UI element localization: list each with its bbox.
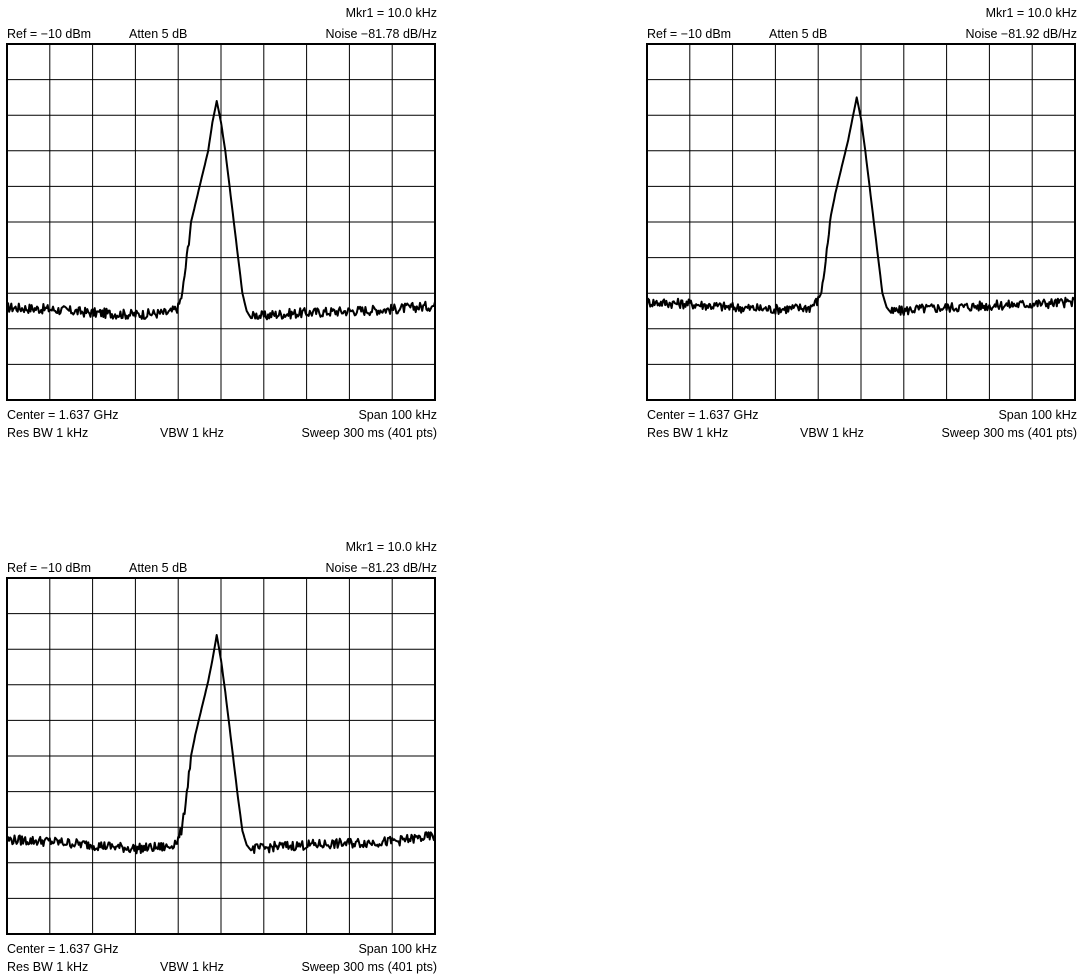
spectrum-panel-2: Mkr1 = 10.0 kHz Ref = −10 dBm Atten 5 dB… (646, 6, 1078, 446)
ref-level: Ref = −10 dBm (647, 27, 732, 41)
resolution-bandwidth: Res BW 1 kHz (7, 960, 89, 974)
plot-frame (6, 43, 436, 401)
video-bandwidth: VBW 1 kHz (160, 960, 224, 974)
plot-grid (7, 44, 435, 400)
center-frequency: Center = 1.637 GHz (7, 408, 119, 422)
plot-grid (647, 44, 1075, 400)
spectrum-trace (646, 96, 1076, 317)
marker-readout: Mkr1 = 10.0 kHz (985, 6, 1077, 20)
plot-frame (6, 577, 436, 935)
ref-level: Ref = −10 dBm (7, 27, 92, 41)
attenuation: Atten 5 dB (769, 27, 828, 41)
marker-readout: Mkr1 = 10.0 kHz (345, 6, 437, 20)
plot-grid (7, 578, 435, 934)
span: Span 100 kHz (358, 408, 437, 422)
attenuation: Atten 5 dB (129, 27, 188, 41)
spectrum-plot (646, 43, 1076, 401)
spectrum-trace (6, 100, 436, 321)
ref-level: Ref = −10 dBm (7, 561, 92, 575)
video-bandwidth: VBW 1 kHz (800, 426, 864, 440)
sweep-info: Sweep 300 ms (401 pts) (301, 960, 438, 974)
noise-readout: Noise −81.92 dB/Hz (965, 27, 1077, 41)
span: Span 100 kHz (998, 408, 1077, 422)
sweep-info: Sweep 300 ms (401 pts) (301, 426, 438, 440)
spectrum-panel-3: Mkr1 = 10.0 kHz Ref = −10 dBm Atten 5 dB… (6, 540, 438, 980)
resolution-bandwidth: Res BW 1 kHz (7, 426, 89, 440)
spectrum-plot (6, 43, 436, 401)
noise-readout: Noise −81.23 dB/Hz (325, 561, 437, 575)
spectrum-panel-1: Mkr1 = 10.0 kHz Ref = −10 dBm Atten 5 dB… (6, 6, 438, 446)
marker-readout: Mkr1 = 10.0 kHz (345, 540, 437, 554)
sweep-info: Sweep 300 ms (401 pts) (941, 426, 1078, 440)
noise-readout: Noise −81.78 dB/Hz (325, 27, 437, 41)
resolution-bandwidth: Res BW 1 kHz (647, 426, 729, 440)
video-bandwidth: VBW 1 kHz (160, 426, 224, 440)
center-frequency: Center = 1.637 GHz (647, 408, 759, 422)
attenuation: Atten 5 dB (129, 561, 188, 575)
plot-frame (646, 43, 1076, 401)
spectrum-trace (6, 634, 436, 855)
spectrum-plot (6, 577, 436, 935)
span: Span 100 kHz (358, 942, 437, 956)
center-frequency: Center = 1.637 GHz (7, 942, 119, 956)
